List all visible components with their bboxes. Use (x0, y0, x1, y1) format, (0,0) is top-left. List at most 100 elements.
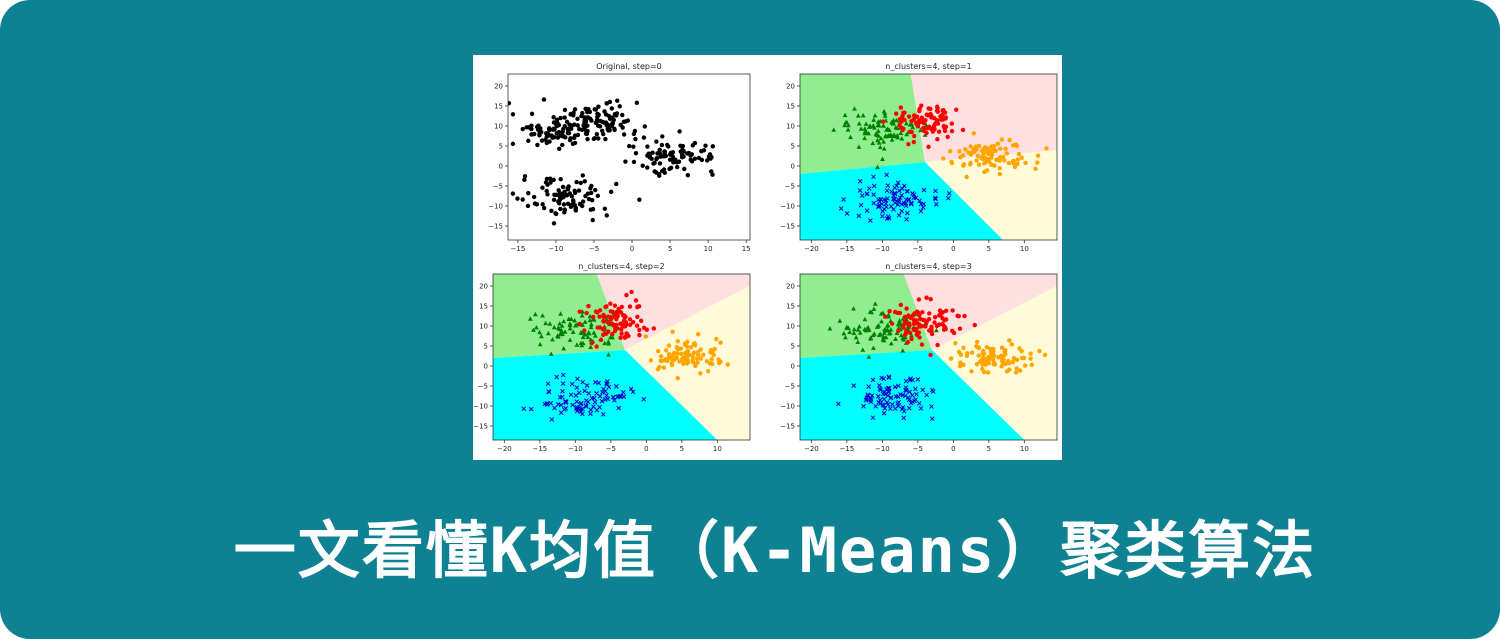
scatter-point (527, 316, 533, 321)
scatter-point (962, 313, 967, 319)
scatter-point (943, 115, 949, 120)
scatter-point (917, 335, 922, 340)
scatter-point (844, 325, 850, 330)
scatter-point (583, 131, 589, 136)
scatter-point (999, 353, 1004, 358)
scatter-point (941, 107, 946, 113)
scatter-point (624, 292, 629, 298)
scatter-point (852, 106, 857, 111)
scatter-point (985, 370, 991, 375)
scatter-point (886, 385, 892, 391)
scatter-point (999, 137, 1005, 142)
scatter-point (703, 143, 708, 148)
scatter-point (547, 126, 552, 131)
scatter-point (612, 127, 617, 133)
scatter-point (580, 173, 586, 178)
scatter-point (600, 119, 605, 125)
scatter-point (561, 126, 566, 132)
scatter-point (644, 327, 649, 332)
scatter-point (988, 350, 994, 355)
scatter-point (875, 122, 881, 128)
scatter-point (881, 376, 887, 382)
scatter-point (896, 403, 901, 409)
scatter-point (716, 357, 721, 362)
scatter-point (990, 145, 995, 150)
scatter-point (601, 131, 606, 137)
scatter-point (855, 327, 861, 332)
scatter-point (941, 156, 946, 161)
scatter-point (586, 196, 592, 202)
scatter-point (943, 124, 949, 130)
scatter-point (861, 403, 866, 409)
scatter-point (572, 107, 578, 112)
scatter-point (997, 171, 1003, 177)
scatter-point (843, 334, 848, 340)
scatter-point (630, 389, 636, 395)
scatter-point (615, 326, 620, 331)
scatter-point (885, 393, 891, 399)
scatter-point (1023, 160, 1028, 166)
scatter-point (525, 203, 531, 209)
scatter-point (701, 352, 706, 357)
scatter-point (1015, 161, 1020, 167)
scatter-point (628, 386, 634, 392)
scatter-point (857, 188, 863, 193)
scatter-point (867, 123, 873, 128)
scatter-point (698, 371, 703, 376)
scatter-point (650, 150, 655, 155)
scatter-point (964, 174, 969, 180)
scatter-point (551, 115, 556, 120)
scatter-point (631, 159, 637, 165)
scatter-point (579, 313, 585, 318)
scatter-point (692, 341, 697, 346)
scatter-point (907, 389, 913, 395)
scatter-point (676, 159, 682, 164)
scatter-point (856, 121, 862, 126)
scatter-point (862, 135, 868, 141)
scatter-point (894, 183, 900, 189)
scatter-point (894, 117, 899, 123)
scatter-point (1003, 146, 1008, 151)
scatter-point (1007, 338, 1012, 343)
scatter-point (529, 111, 535, 117)
x-tick-label: −20 (804, 445, 819, 453)
scatter-point (997, 146, 1003, 151)
scatter-point (855, 339, 861, 344)
scatter-point (905, 210, 910, 216)
scatter-point (958, 360, 963, 365)
scatter-point (892, 384, 898, 390)
scatter-point (574, 342, 580, 347)
scatter-point (577, 321, 582, 327)
scatter-point (515, 196, 520, 201)
scatter-point (667, 152, 673, 157)
scatter-point (981, 161, 987, 166)
scatter-point (904, 388, 909, 394)
scatter-point (881, 119, 886, 124)
y-tick-label: 5 (484, 343, 488, 351)
scatter-point (875, 393, 881, 399)
x-tick-label: 10 (1020, 245, 1029, 253)
scatter-point (907, 330, 913, 336)
scatter-point (574, 385, 580, 390)
scatter-point (1033, 166, 1038, 171)
y-tick-label: 15 (494, 103, 503, 111)
y-tick-label: 10 (494, 123, 503, 131)
scatter-point (919, 103, 924, 108)
scatter-point (982, 356, 988, 362)
scatter-point (592, 107, 597, 112)
scatter-point (597, 308, 603, 313)
scatter-point (666, 144, 671, 149)
scatter-point (553, 211, 558, 216)
scatter-point (885, 133, 891, 138)
scatter-point (570, 329, 576, 335)
scatter-point (909, 336, 914, 342)
scatter-point (558, 176, 563, 182)
scatter-point (546, 389, 552, 394)
scatter-point (586, 391, 592, 396)
scatter-point (675, 164, 680, 170)
scatter-point (1028, 351, 1033, 356)
scatter-point (661, 154, 667, 159)
scatter-point (880, 209, 886, 214)
scatter-point (956, 314, 961, 319)
x-tick-label: −5 (913, 245, 923, 253)
